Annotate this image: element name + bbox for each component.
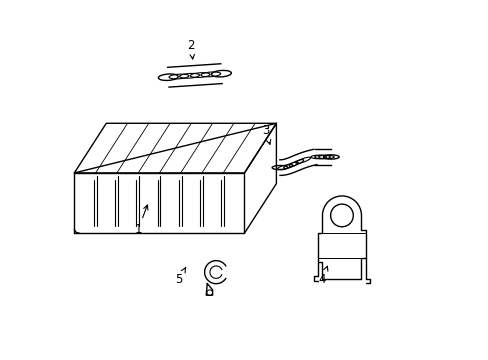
Text: 2: 2 xyxy=(187,39,195,59)
Text: 1: 1 xyxy=(134,205,147,236)
Text: 5: 5 xyxy=(175,267,185,286)
Text: 3: 3 xyxy=(262,124,270,144)
Text: 4: 4 xyxy=(318,266,327,286)
